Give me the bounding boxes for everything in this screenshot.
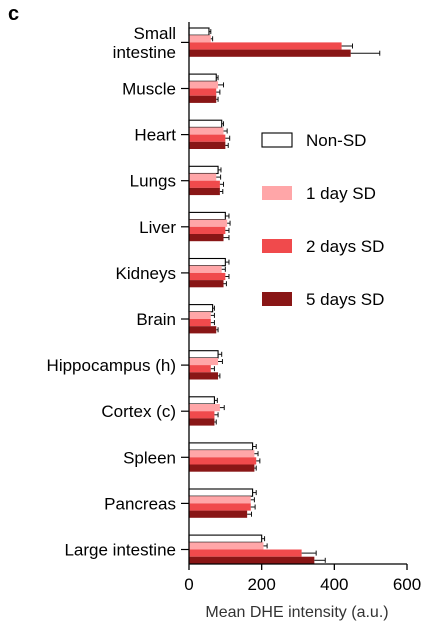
bar [189, 549, 302, 557]
category-label: Liver [139, 218, 176, 237]
category-label: Pancreas [104, 494, 176, 513]
category-label: Cortex (c) [101, 402, 176, 421]
bar [189, 326, 217, 334]
bar [189, 280, 224, 288]
bar [189, 35, 211, 43]
bar [189, 357, 219, 366]
bar [189, 226, 226, 234]
x-axis-title: Mean DHE intensity (a.u.) [205, 604, 388, 621]
bar [188, 442, 254, 451]
bar [189, 404, 220, 412]
category-label: Spleen [123, 448, 176, 467]
bar [189, 234, 224, 242]
bar [188, 27, 210, 36]
x-tick-label: 600 [393, 575, 421, 594]
bar [189, 411, 215, 419]
bar [188, 73, 217, 82]
category-label: Large intestine [64, 541, 176, 560]
bar [189, 180, 220, 188]
bar [189, 542, 264, 550]
bar [188, 534, 263, 543]
bar [189, 49, 351, 57]
bar [189, 272, 226, 281]
bar [189, 134, 226, 142]
bar [189, 127, 224, 135]
legend: Non-SD 1 day SD 2 days SD 5 days SD [261, 131, 384, 309]
bar [189, 81, 219, 89]
bars-layer [188, 27, 381, 564]
bar [188, 488, 254, 497]
legend-swatch [262, 239, 292, 253]
x-tick-label: 0 [184, 575, 193, 594]
category-label: Lungs [130, 172, 176, 191]
bar [189, 510, 248, 518]
bar [189, 88, 217, 96]
panel-label: c [8, 3, 19, 25]
bar [188, 211, 226, 221]
bar [189, 556, 315, 564]
legend-label: 1 day SD [306, 184, 376, 203]
bar [189, 141, 226, 149]
legend-label: Non-SD [306, 131, 366, 150]
bar [189, 365, 211, 373]
category-label: Small [133, 24, 176, 43]
bar [189, 372, 219, 380]
legend-swatch [262, 292, 292, 306]
bar [189, 450, 255, 458]
bar [188, 119, 223, 128]
bar [188, 257, 226, 267]
legend-swatch [262, 186, 292, 200]
category-label: intestine [113, 43, 176, 62]
bar [189, 464, 255, 472]
category-label: Kidneys [116, 264, 176, 283]
bar [189, 319, 211, 327]
bar [188, 304, 214, 313]
legend-swatch [261, 132, 293, 148]
bar [189, 187, 220, 196]
bar [188, 396, 215, 405]
category-label: Muscle [122, 80, 176, 99]
bar [189, 311, 211, 319]
bar [189, 457, 257, 465]
category-label: Hippocampus (h) [47, 356, 176, 375]
legend-label: 2 days SD [306, 237, 384, 256]
bar [189, 503, 251, 511]
legend-label: 5 days SD [306, 290, 384, 309]
bar [189, 418, 215, 426]
bar [189, 219, 228, 227]
bar [189, 42, 342, 50]
x-tick-label: 200 [247, 575, 275, 594]
bar [188, 350, 219, 359]
bar [189, 265, 222, 273]
x-tick-label: 400 [320, 575, 348, 594]
bar [189, 173, 217, 181]
bar [188, 165, 219, 175]
category-label: Heart [134, 126, 176, 145]
bar [189, 496, 251, 504]
category-label: Brain [136, 310, 176, 329]
x-axis: 0 200 400 600 [184, 22, 421, 594]
bar [189, 95, 217, 103]
